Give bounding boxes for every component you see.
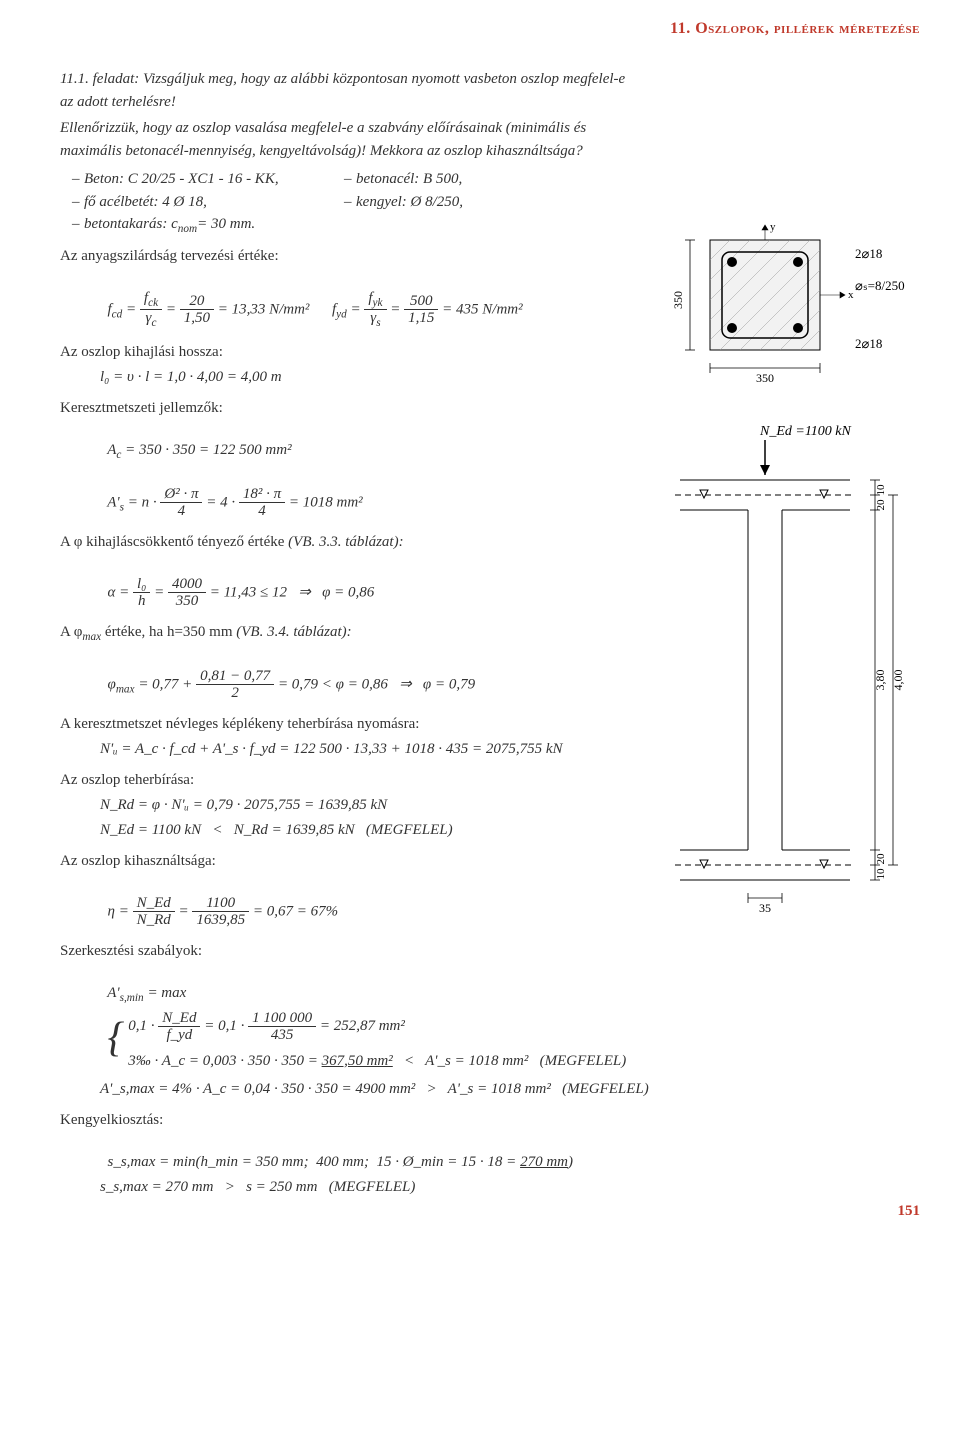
formula-nrd: N_Rd = φ · N'ᵤ = 0,79 · 2075,755 = 1639,… xyxy=(60,793,640,818)
stirrup: kengyel: Ø 8/250, xyxy=(356,191,463,214)
concrete-class: Beton: C 20/25 - XC1 - 16 - KK, xyxy=(84,168,344,191)
formula-eta: η = N_EdN_Rd = 11001639,85 = 0,67 = 67% xyxy=(60,874,640,933)
formula-phi-max: φmax = 0,77 + 0,81 − 0,772 = 0,79 < φ = … xyxy=(60,647,640,706)
svg-text:4,00: 4,00 xyxy=(891,670,905,691)
svg-text:350: 350 xyxy=(756,371,774,385)
input-data-list: – Beton: C 20/25 - XC1 - 16 - KK, – beto… xyxy=(60,168,640,238)
page-number: 151 xyxy=(898,1203,921,1220)
svg-text:350: 350 xyxy=(671,291,685,309)
formula-alpha: α = l₀h = 4000350 = 11,43 ≤ 12 ⇒ φ = 0,8… xyxy=(60,555,640,614)
formula-as-min: A's,min = max { 0,1 · N_Edf_yd = 0,1 · 1… xyxy=(60,964,640,1077)
main-rebar: fő acélbetét: 4 Ø 18, xyxy=(84,191,344,214)
svg-text:⌀ₛ=8/250: ⌀ₛ=8/250 xyxy=(855,278,905,293)
svg-text:2⌀18: 2⌀18 xyxy=(855,336,882,351)
task-line-1: 11.1. feladat: Vizsgáljuk meg, hogy az a… xyxy=(60,68,640,113)
svg-text:3,80: 3,80 xyxy=(873,670,887,691)
svg-text:10: 10 xyxy=(875,868,887,880)
section-phi: A φ kihajláscsökkentő tényező értéke (VB… xyxy=(60,534,640,551)
task-line-2: Ellenőrizzük, hogy az oszlop vasalása me… xyxy=(60,117,640,162)
section-stirrup-spacing: Kengyelkiosztás: xyxy=(60,1112,640,1129)
svg-text:20: 20 xyxy=(875,853,887,865)
formula-ss-max: s_s,max = min(h_min = 350 mm; 400 mm; 15… xyxy=(60,1133,640,1175)
task-description: 11.1. feladat: Vizsgáljuk meg, hogy az a… xyxy=(60,68,640,238)
section-material-strength: Az anyagszilárdság tervezési értéke: xyxy=(60,248,640,265)
svg-text:N_Ed =1100 kN: N_Ed =1100 kN xyxy=(759,424,852,439)
formula-as-max: A'_s,max = 4% · A_c = 0,04 · 350 · 350 =… xyxy=(60,1077,640,1102)
section-phi-max: A φmax értéke, ha h=350 mm (VB. 3.4. táb… xyxy=(60,624,640,643)
section-nominal-capacity: A keresztmetszet névleges képlékeny tehe… xyxy=(60,716,640,733)
svg-text:2⌀18: 2⌀18 xyxy=(855,246,882,261)
svg-text:20: 20 xyxy=(875,499,887,511)
formula-as: A's = n · Ø² · π4 = 4 · 18² · π4 = 1018 … xyxy=(60,465,640,524)
formula-ac: Ac = 350 · 350 = 122 500 mm² xyxy=(60,421,640,465)
formula-l0: l₀ = υ · l = 1,0 · 4,00 = 4,00 m xyxy=(60,365,640,390)
chapter-header: 11. Oszlopok, pillérek méretezése xyxy=(60,20,920,38)
section-cross-section: Keresztmetszeti jellemzők: xyxy=(60,400,640,417)
cross-section-svg: 350 y x 2⌀18 ⌀ₛ=8/250 2⌀18 xyxy=(670,220,920,400)
formula-check-ned: N_Ed = 1100 kN < N_Rd = 1639,85 kN (MEGF… xyxy=(60,818,640,843)
section-column-capacity: Az oszlop teherbírása: xyxy=(60,772,640,789)
svg-text:x: x xyxy=(848,289,854,301)
svg-text:y: y xyxy=(770,221,776,233)
concrete-cover: betontakarás: cnom= 30 mm. xyxy=(84,213,344,238)
svg-text:35: 35 xyxy=(759,901,771,915)
beam-elevation-svg: N_Ed =1100 kN 3 xyxy=(670,420,920,940)
rebar-steel: betonacél: B 500, xyxy=(356,168,462,191)
section-utilization: Az oszlop kihasználtsága: xyxy=(60,853,640,870)
formula-ss-check: s_s,max = 270 mm > s = 250 mm (MEGFELEL) xyxy=(60,1175,640,1200)
section-buckling-length: Az oszlop kihajlási hossza: xyxy=(60,344,640,361)
figures: 350 y x 2⌀18 ⌀ₛ=8/250 2⌀18 xyxy=(670,220,920,940)
section-detailing-rules: Szerkesztési szabályok: xyxy=(60,943,640,960)
formula-nu: N'ᵤ = A_c · f_cd + A'_s · f_yd = 122 500… xyxy=(60,737,640,762)
svg-text:10: 10 xyxy=(875,484,887,496)
formula-fcd-fyd: fcd = fckγc = 201,50 = 13,33 N/mm² fyd =… xyxy=(60,269,640,334)
